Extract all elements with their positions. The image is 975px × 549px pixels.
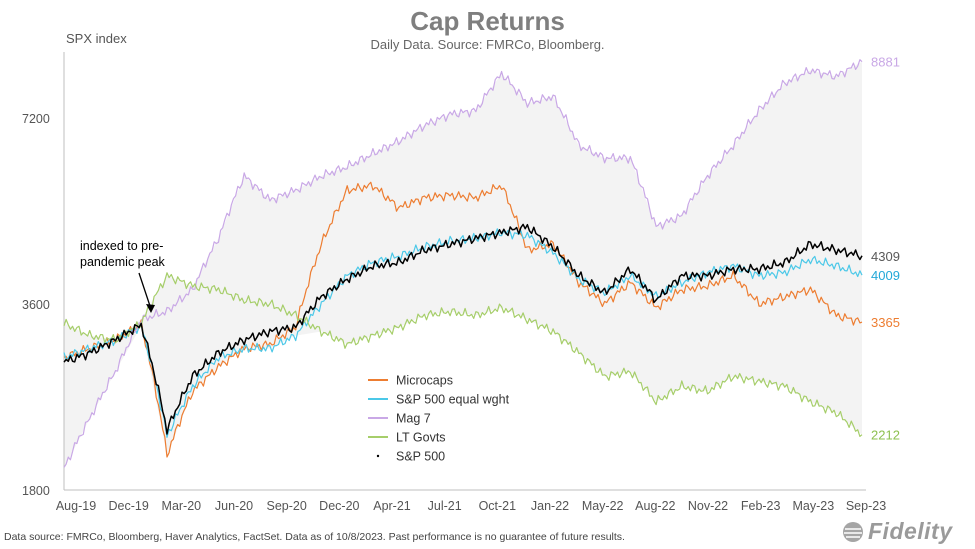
x-tick-label: Jan-22 xyxy=(531,499,569,513)
x-tick-label: Dec-19 xyxy=(109,499,149,513)
range-band xyxy=(64,61,862,469)
range-band-layer xyxy=(64,61,862,469)
x-tick-label: Mar-20 xyxy=(162,499,202,513)
end-label: 3365 xyxy=(871,315,900,330)
x-tick-label: Dec-20 xyxy=(319,499,359,513)
x-tick-label: Aug-19 xyxy=(56,499,96,513)
legend-item: S&P 500 equal wght xyxy=(368,393,510,407)
annotation-arrow xyxy=(138,272,152,310)
end-label: 2212 xyxy=(871,428,900,443)
x-tick-label: Nov-22 xyxy=(688,499,728,513)
annotation-layer: indexed to pre-pandemic peak xyxy=(80,239,166,313)
chart-subtitle: Daily Data. Source: FMRCo, Bloomberg. xyxy=(370,37,605,52)
series-line-s-p-500 xyxy=(63,223,863,435)
x-tick-label: Sep-20 xyxy=(267,499,307,513)
y-tick-label: 3600 xyxy=(22,298,50,312)
series-lines-layer xyxy=(63,59,863,468)
y-tick-label: 7200 xyxy=(22,112,50,126)
x-tick-label: Jun-20 xyxy=(215,499,253,513)
x-tick-label: May-23 xyxy=(792,499,834,513)
x-tick-label: Sep-23 xyxy=(846,499,886,513)
axes-layer: 1800 3600 7200 Aug-19 Dec-19 Mar-20 Jun-20 Sep-… xyxy=(22,52,886,513)
annotation-arrowhead xyxy=(146,304,155,313)
legend-label: Microcaps xyxy=(396,374,453,388)
fidelity-logo: Fidelity xyxy=(842,518,953,545)
series-line-s-p-500-equal-wght xyxy=(63,228,863,438)
x-tick-label: Feb-23 xyxy=(741,499,781,513)
x-tick-label: Apr-21 xyxy=(373,499,411,513)
legend: Microcaps S&P 500 equal wght Mag 7 LT Govts… xyxy=(368,374,510,464)
legend-label: S&P 500 equal wght xyxy=(396,393,510,407)
fidelity-globe-icon xyxy=(843,522,863,542)
legend-label: Mag 7 xyxy=(396,412,431,426)
x-tick-label: Aug-22 xyxy=(635,499,675,513)
logo-text: Fidelity xyxy=(868,518,953,544)
legend-item: S&P 500 xyxy=(376,450,445,464)
legend-item: Microcaps xyxy=(368,374,453,388)
x-tick-label: May-22 xyxy=(582,499,624,513)
annotation-text-line2: pandemic peak xyxy=(80,255,166,269)
series-line-microcaps xyxy=(63,181,863,458)
x-tick-label: Oct-21 xyxy=(479,499,517,513)
y-axis-label: SPX index xyxy=(66,31,127,46)
end-labels-layer: 8881 4309 4009 3365 2212 xyxy=(871,55,900,443)
legend-label: S&P 500 xyxy=(396,450,445,464)
legend-label: LT Govts xyxy=(396,431,446,445)
y-tick-label: 1800 xyxy=(22,484,50,498)
end-label: 4009 xyxy=(871,268,900,283)
legend-item: LT Govts xyxy=(368,431,446,445)
legend-item: Mag 7 xyxy=(368,412,431,426)
end-label: 4309 xyxy=(871,249,900,264)
chart-title: Cap Returns xyxy=(410,6,565,36)
series-line-mag-7 xyxy=(63,59,863,468)
legend-marker xyxy=(376,454,380,458)
series-line-lt-govts xyxy=(63,272,863,437)
x-tick-label: Jul-21 xyxy=(428,499,462,513)
footer-note: Data source: FMRCo, Bloomberg, Haver Ana… xyxy=(4,531,625,543)
end-label: 8881 xyxy=(871,55,900,70)
annotation-text-line1: indexed to pre- xyxy=(80,239,163,253)
